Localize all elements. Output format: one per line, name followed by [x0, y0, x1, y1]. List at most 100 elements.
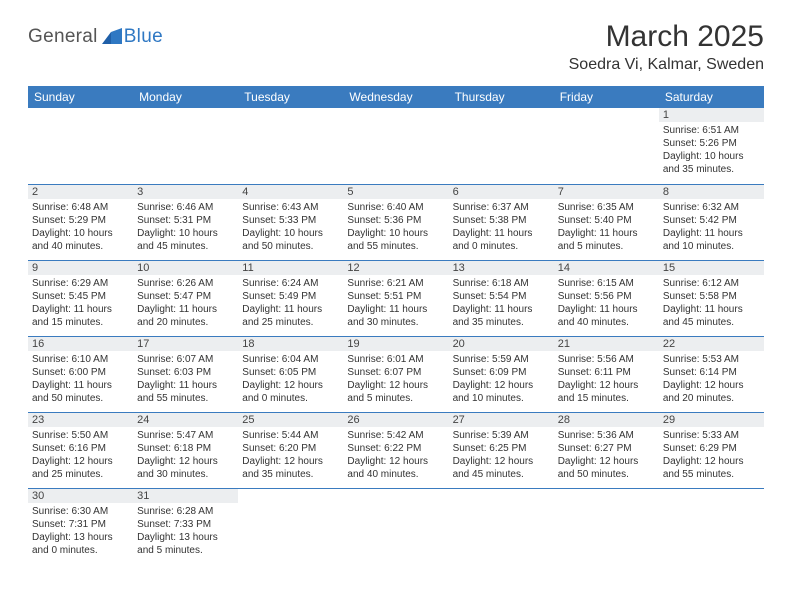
day-info: Sunrise: 5:33 AMSunset: 6:29 PMDaylight:… — [659, 427, 764, 481]
sunrise-text: Sunrise: 6:29 AM — [32, 277, 129, 290]
day-info: Sunrise: 6:07 AMSunset: 6:03 PMDaylight:… — [133, 351, 238, 405]
sunrise-text: Sunrise: 6:30 AM — [32, 505, 129, 518]
daylight-text: Daylight: 11 hours and 10 minutes. — [663, 227, 760, 253]
sunset-text: Sunset: 5:54 PM — [453, 290, 550, 303]
day-info: Sunrise: 5:44 AMSunset: 6:20 PMDaylight:… — [238, 427, 343, 481]
calendar-cell: 22Sunrise: 5:53 AMSunset: 6:14 PMDayligh… — [659, 336, 764, 412]
day-info: Sunrise: 6:26 AMSunset: 5:47 PMDaylight:… — [133, 275, 238, 329]
day-info: Sunrise: 6:24 AMSunset: 5:49 PMDaylight:… — [238, 275, 343, 329]
day-number: 25 — [238, 413, 343, 427]
day-number: 13 — [449, 261, 554, 275]
day-info: Sunrise: 6:01 AMSunset: 6:07 PMDaylight:… — [343, 351, 448, 405]
daylight-text: Daylight: 12 hours and 15 minutes. — [558, 379, 655, 405]
daylight-text: Daylight: 10 hours and 40 minutes. — [32, 227, 129, 253]
calendar-cell: 25Sunrise: 5:44 AMSunset: 6:20 PMDayligh… — [238, 412, 343, 488]
calendar-cell: 24 Sunrise: 5:47 AMSunset: 6:18 PMDayligh… — [133, 412, 238, 488]
day-number: 2 — [28, 185, 133, 199]
day-number: 19 — [343, 337, 448, 351]
sunset-text: Sunset: 5:29 PM — [32, 214, 129, 227]
calendar-week-row: 2Sunrise: 6:48 AMSunset: 5:29 PMDaylight… — [28, 184, 764, 260]
daylight-text: Daylight: 11 hours and 5 minutes. — [558, 227, 655, 253]
daylight-text: Daylight: 12 hours and 45 minutes. — [453, 455, 550, 481]
day-info: Sunrise: 6:10 AMSunset: 6:00 PMDaylight:… — [28, 351, 133, 405]
daylight-text: Daylight: 11 hours and 25 minutes. — [242, 303, 339, 329]
calendar-cell: 27Sunrise: 5:39 AMSunset: 6:25 PMDayligh… — [449, 412, 554, 488]
calendar-cell: 2Sunrise: 6:48 AMSunset: 5:29 PMDaylight… — [28, 184, 133, 260]
sunset-text: Sunset: 5:31 PM — [137, 214, 234, 227]
day-info: Sunrise: 6:35 AMSunset: 5:40 PMDaylight:… — [554, 199, 659, 253]
calendar-cell: 4Sunrise: 6:43 AMSunset: 5:33 PMDaylight… — [238, 184, 343, 260]
daylight-text: Daylight: 12 hours and 40 minutes. — [347, 455, 444, 481]
sunset-text: Sunset: 5:45 PM — [32, 290, 129, 303]
day-number: 23 — [28, 413, 133, 427]
calendar-week-row: 1Sunrise: 6:51 AMSunset: 5:26 PMDaylight… — [28, 108, 764, 184]
calendar-cell: 3Sunrise: 6:46 AMSunset: 5:31 PMDaylight… — [133, 184, 238, 260]
sunset-text: Sunset: 6:29 PM — [663, 442, 760, 455]
day-info: Sunrise: 6:21 AMSunset: 5:51 PMDaylight:… — [343, 275, 448, 329]
sunrise-text: Sunrise: 5:47 AM — [137, 429, 234, 442]
weekday-header: Friday — [554, 86, 659, 108]
calendar-cell: 23Sunrise: 5:50 AMSunset: 6:16 PMDayligh… — [28, 412, 133, 488]
calendar-cell — [554, 108, 659, 184]
day-info: Sunrise: 6:18 AMSunset: 5:54 PMDaylight:… — [449, 275, 554, 329]
sunset-text: Sunset: 6:00 PM — [32, 366, 129, 379]
weekday-header: Thursday — [449, 86, 554, 108]
day-number-empty — [28, 108, 133, 122]
daylight-text: Daylight: 10 hours and 55 minutes. — [347, 227, 444, 253]
calendar-cell — [659, 488, 764, 564]
logo-mark-icon — [102, 28, 122, 44]
calendar-cell: 21Sunrise: 5:56 AMSunset: 6:11 PMDayligh… — [554, 336, 659, 412]
sunrise-text: Sunrise: 6:18 AM — [453, 277, 550, 290]
sunrise-text: Sunrise: 5:56 AM — [558, 353, 655, 366]
day-number-empty — [554, 489, 659, 503]
calendar-cell: 19Sunrise: 6:01 AMSunset: 6:07 PMDayligh… — [343, 336, 448, 412]
sunset-text: Sunset: 5:58 PM — [663, 290, 760, 303]
calendar-cell: 16Sunrise: 6:10 AMSunset: 6:00 PMDayligh… — [28, 336, 133, 412]
day-number: 28 — [554, 413, 659, 427]
day-info: Sunrise: 5:59 AMSunset: 6:09 PMDaylight:… — [449, 351, 554, 405]
day-number: 5 — [343, 185, 448, 199]
sunset-text: Sunset: 6:03 PM — [137, 366, 234, 379]
day-number: 30 — [28, 489, 133, 503]
day-number: 17 — [133, 337, 238, 351]
day-info: Sunrise: 6:43 AMSunset: 5:33 PMDaylight:… — [238, 199, 343, 253]
day-number: 15 — [659, 261, 764, 275]
sunset-text: Sunset: 5:47 PM — [137, 290, 234, 303]
logo-text-blue: Blue — [124, 26, 163, 48]
day-number: 18 — [238, 337, 343, 351]
month-title: March 2025 — [569, 20, 764, 54]
sunset-text: Sunset: 6:20 PM — [242, 442, 339, 455]
calendar-cell: 17Sunrise: 6:07 AMSunset: 6:03 PMDayligh… — [133, 336, 238, 412]
sunset-text: Sunset: 6:11 PM — [558, 366, 655, 379]
sunset-text: Sunset: 5:49 PM — [242, 290, 339, 303]
sunset-text: Sunset: 6:14 PM — [663, 366, 760, 379]
daylight-text: Daylight: 11 hours and 35 minutes. — [453, 303, 550, 329]
day-info: Sunrise: 6:32 AMSunset: 5:42 PMDaylight:… — [659, 199, 764, 253]
sunset-text: Sunset: 5:40 PM — [558, 214, 655, 227]
day-number: 24 — [133, 413, 238, 427]
calendar-week-row: 30Sunrise: 6:30 AMSunset: 7:31 PMDayligh… — [28, 488, 764, 564]
day-info: Sunrise: 6:15 AMSunset: 5:56 PMDaylight:… — [554, 275, 659, 329]
day-number: 11 — [238, 261, 343, 275]
sunset-text: Sunset: 7:31 PM — [32, 518, 129, 531]
sunrise-text: Sunrise: 6:21 AM — [347, 277, 444, 290]
day-info: Sunrise: 5:50 AMSunset: 6:16 PMDaylight:… — [28, 427, 133, 481]
calendar-cell: 1Sunrise: 6:51 AMSunset: 5:26 PMDaylight… — [659, 108, 764, 184]
calendar-body: 1Sunrise: 6:51 AMSunset: 5:26 PMDaylight… — [28, 108, 764, 564]
sunset-text: Sunset: 6:18 PM — [137, 442, 234, 455]
logo: General Blue — [28, 26, 163, 48]
daylight-text: Daylight: 12 hours and 30 minutes. — [137, 455, 234, 481]
sunset-text: Sunset: 5:51 PM — [347, 290, 444, 303]
daylight-text: Daylight: 11 hours and 45 minutes. — [663, 303, 760, 329]
sunset-text: Sunset: 6:09 PM — [453, 366, 550, 379]
weekday-header: Saturday — [659, 86, 764, 108]
calendar-cell: 15Sunrise: 6:12 AMSunset: 5:58 PMDayligh… — [659, 260, 764, 336]
day-info: Sunrise: 6:28 AMSunset: 7:33 PMDaylight:… — [133, 503, 238, 557]
daylight-text: Daylight: 12 hours and 5 minutes. — [347, 379, 444, 405]
sunset-text: Sunset: 5:38 PM — [453, 214, 550, 227]
calendar-cell — [133, 108, 238, 184]
day-info: Sunrise: 6:29 AMSunset: 5:45 PMDaylight:… — [28, 275, 133, 329]
day-number-empty — [554, 108, 659, 122]
daylight-text: Daylight: 11 hours and 50 minutes. — [32, 379, 129, 405]
calendar-cell — [449, 488, 554, 564]
